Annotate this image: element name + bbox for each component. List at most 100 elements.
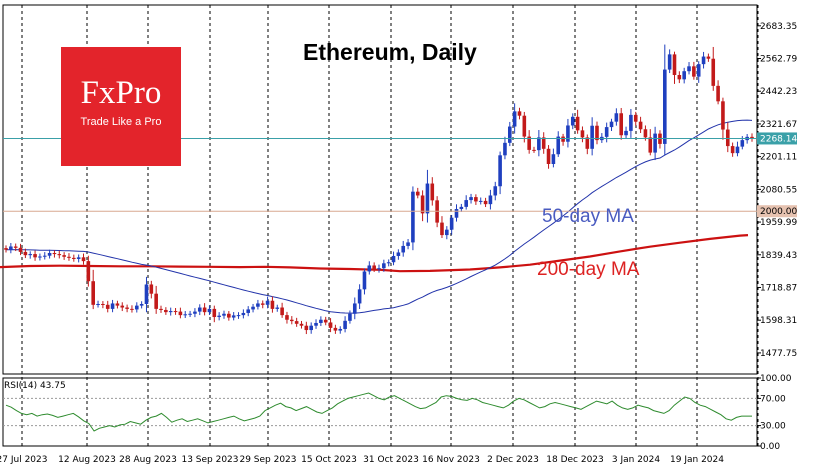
candle-body (314, 322, 318, 326)
candle-body (740, 140, 745, 147)
candle-body (638, 121, 643, 130)
ma50-line (6, 119, 753, 314)
candle-body (115, 303, 120, 306)
candle-body (517, 111, 522, 116)
candle-body (430, 183, 435, 201)
candle-body (556, 136, 561, 155)
candle-body (512, 111, 517, 127)
candle-body (682, 71, 686, 80)
rsi-pane-frame (2, 377, 758, 447)
price-tick-label: 2442.23 (760, 87, 797, 97)
candle-body (96, 303, 100, 305)
candle-body (207, 308, 212, 313)
candle-body (614, 113, 619, 122)
candle-body (270, 300, 275, 309)
candle-body (154, 293, 158, 309)
candle-body (309, 325, 313, 331)
candle-body (595, 125, 599, 141)
candle-body (33, 254, 37, 258)
candle-body (42, 255, 47, 257)
candle-body (677, 75, 682, 80)
candle-body (570, 116, 575, 126)
candle-body (730, 146, 735, 154)
candle-body (260, 303, 265, 305)
candle-body (139, 303, 144, 306)
candle-body (105, 304, 110, 309)
candle-body (62, 255, 66, 257)
candle-body (4, 248, 8, 250)
candle-body (290, 319, 294, 322)
candle-body (445, 229, 449, 236)
x-tick-label: 28 Aug 2023 (119, 455, 177, 465)
candle-body (217, 315, 221, 318)
price-tick-label: 1598.31 (760, 316, 797, 326)
candle-body (377, 268, 381, 270)
rsi-tick-label: 0.00 (760, 442, 780, 452)
candle-body (624, 130, 628, 136)
rsi-tick-label: 70.00 (760, 394, 786, 404)
candle-body (352, 303, 357, 314)
candle-body (328, 322, 333, 328)
candle-body (323, 319, 328, 323)
candle-body (643, 129, 648, 138)
candle-body (319, 319, 323, 323)
price-tick-label: 2201.11 (760, 153, 797, 163)
candle-body (67, 256, 71, 258)
candle-body (522, 115, 527, 137)
candle-body (711, 58, 716, 86)
candle-body (76, 257, 81, 259)
candle-body (750, 136, 754, 139)
candle-body (604, 127, 609, 137)
candle-body (629, 114, 633, 131)
rsi-label: RSI(14) 43.75 (4, 381, 66, 391)
rsi-tick-label: 30.00 (760, 422, 786, 432)
candle-body (57, 254, 62, 256)
candle-body (454, 209, 459, 218)
x-tick-label: 3 Jan 2024 (612, 455, 660, 465)
candle-body (134, 305, 139, 310)
price-tick-label: 2080.55 (760, 185, 797, 195)
candle-body (222, 313, 226, 316)
candle-body (120, 305, 125, 308)
candle-body (256, 303, 260, 307)
price-tick-label: 1959.99 (760, 218, 797, 228)
price-tick-label: 2683.35 (760, 22, 797, 32)
candle-body (294, 321, 299, 324)
candle-body (619, 113, 624, 136)
candle-body (86, 261, 91, 282)
x-tick-label: 13 Sep 2023 (181, 455, 238, 465)
candle-body (474, 197, 478, 202)
candle-body (687, 66, 691, 72)
candle-body (483, 200, 488, 205)
candle-body (406, 242, 410, 246)
candle-body (91, 281, 95, 305)
price-tick-label: 2321.67 (760, 120, 797, 130)
candle-body (231, 315, 236, 318)
candle-body (144, 284, 149, 304)
ma200-label: 200-day MA (537, 259, 640, 280)
candle-body (507, 126, 512, 143)
candle-body (193, 311, 197, 314)
candle-body (251, 306, 255, 310)
candle-body (590, 125, 594, 149)
chart-title: Ethereum, Daily (303, 39, 477, 65)
current-price-tag (757, 132, 797, 145)
level-2000-tag (757, 205, 797, 218)
candle-body (653, 133, 657, 153)
candle-body (304, 325, 309, 331)
candle-body (663, 69, 667, 144)
candle-body (420, 195, 425, 214)
candle-body (236, 315, 241, 317)
candle-body (667, 54, 672, 70)
price-tick-label: 2562.79 (760, 55, 797, 65)
candle-body (101, 303, 105, 305)
x-tick-label: 29 Sep 2023 (239, 455, 296, 465)
fxpro-logo: FxPro Trade Like a Pro (61, 47, 181, 166)
candle-body (372, 265, 376, 270)
candle-body (202, 307, 207, 313)
candle-body (561, 136, 565, 142)
x-tick-label: 2 Dec 2023 (487, 455, 539, 465)
candle-body (386, 262, 391, 264)
